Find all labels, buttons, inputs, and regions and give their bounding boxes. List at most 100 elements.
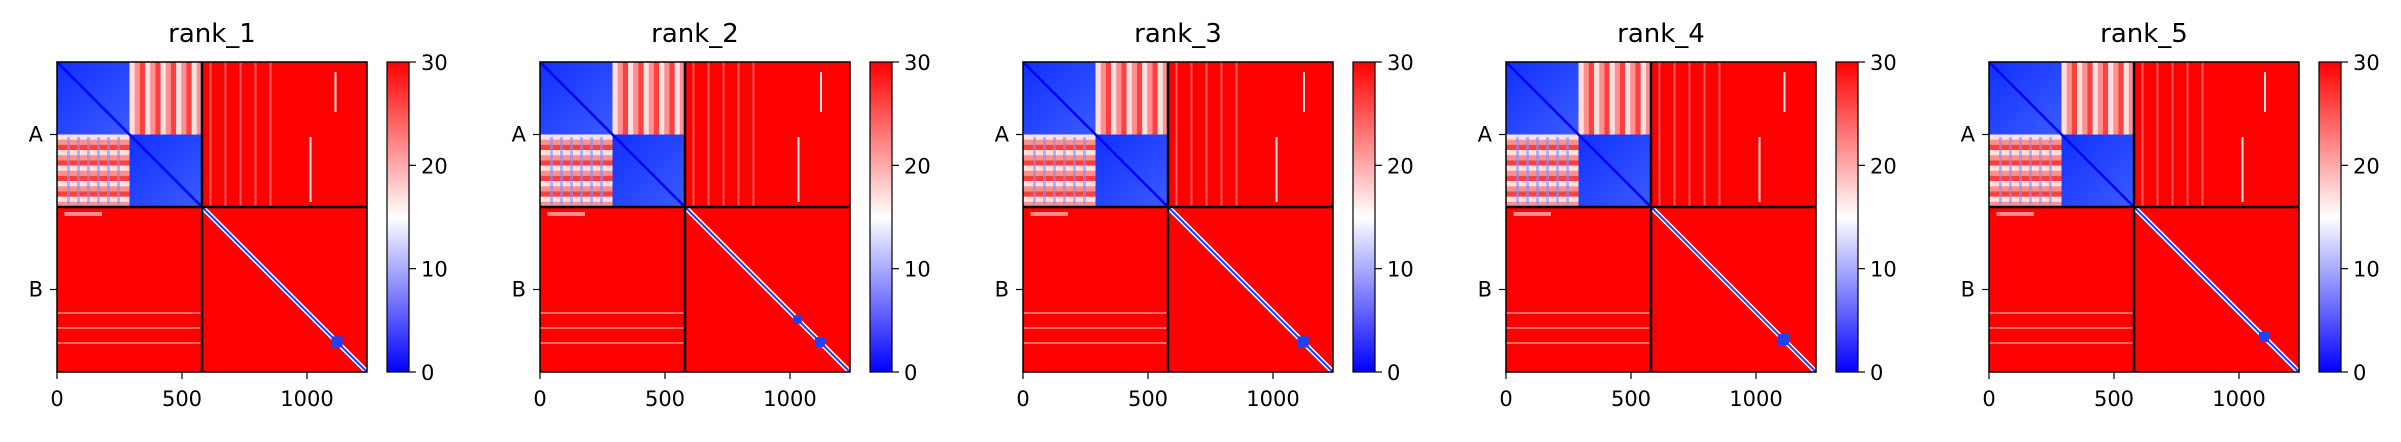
offdiag-stripe [1147,62,1153,135]
interchain-line [1673,62,1676,207]
offdiag-stripe [1645,62,1652,135]
colorbar-tick-label: 30 [421,51,448,75]
offdiag-stripe [1126,62,1133,135]
heatmap-panel-4: rank_4 0 500 1000 A B 0 10 20 30 [1478,19,1897,411]
block-A1-A2 [1578,62,1652,135]
offdiag-stripe [1023,191,1096,198]
interchain-line [1506,312,1651,314]
offdiag-stripe [1506,191,1579,198]
offdiag-stripe [540,139,613,146]
interchain-line [540,327,685,329]
interchain-line [64,212,102,216]
offdiag-stripe [57,155,130,161]
offdiag-stripe [160,62,167,135]
offdiag-stripe [540,170,613,177]
offdiag-stripe [1989,191,2062,198]
offdiag-stripe [1023,170,1096,177]
interchain-line [1506,342,1651,344]
interchain-line [224,62,227,207]
colorbar-tick-label: 20 [1870,154,1897,178]
offdiag-stripe [1625,62,1631,135]
interchain-line [1989,327,2134,329]
chart-title: rank_2 [651,19,739,49]
offdiag-streak [2039,137,2042,205]
offdiag-stripe [139,62,146,135]
offdiag-stripe [1989,139,2062,146]
offdiag-stripe [1989,160,2062,167]
offdiag-stripe [1989,181,2062,187]
offdiag-stripe [2087,62,2094,135]
offdiag-stripe [2123,62,2130,135]
offdiag-stripe [176,62,182,135]
interchain-line [2186,62,2189,207]
interchain-line [57,342,202,344]
offdiag-stripe [186,62,193,135]
colorbar-tick-label: 20 [1387,154,1414,178]
offdiag-stripe [1023,150,1096,156]
interchain-line [692,62,695,207]
colorbar [869,61,893,373]
offdiag-streak [580,137,583,205]
offdiag-stripe [540,191,613,198]
interchain-line [1989,342,2134,344]
colorbar-tick-label: 10 [1870,258,1897,282]
bright-feature [309,137,312,202]
offdiag-stripe [1583,62,1590,135]
interchain-texture [1989,62,2204,344]
offdiag-stripe [1152,62,1159,135]
offdiag-streak [2009,137,2012,205]
offdiag-stripe [1989,170,2062,177]
block-A1-A2 [129,62,203,135]
interchain-line [2156,62,2159,207]
offdiag-stripe [57,196,130,203]
offdiag-streak [1033,137,1036,205]
offdiag-stripe [540,144,613,151]
colorbar-tick-label: 10 [1387,258,1414,282]
interchain-line [254,62,257,207]
interchain-line [1506,327,1651,329]
offdiag-stripe [57,181,130,187]
colorbar-tick-label: 0 [2353,361,2366,385]
offdiag-stripe [1989,186,2062,192]
colorbar-tick-label: 30 [1870,51,1897,75]
x-tick-label: 500 [1128,387,1168,411]
heatmap-panel-2: rank_2 0 500 1000 A B 0 10 20 30 [512,19,931,411]
interchain-line [1718,62,1721,207]
x-tick-label: 0 [1982,387,1995,411]
offdiag-stripe [2102,62,2109,135]
x-tick-label: 0 [1499,387,1512,411]
x-tick-label: 0 [533,387,546,411]
interchain-line [707,62,710,207]
offdiag-stripe [2128,62,2135,135]
offdiag-streak [2049,137,2052,205]
interchain-line [269,62,272,207]
colorbar-tick-label: 0 [421,361,434,385]
offdiag-streak [1083,137,1086,205]
offdiag-stripe [1023,165,1096,172]
block-A1-A2 [1095,62,1169,135]
colorbar-tick-label: 10 [904,258,931,282]
offdiag-stripe [659,62,665,135]
diagonal-block [331,336,343,348]
colorbar-tick-label: 10 [421,258,448,282]
offdiag-stripe [1989,144,2062,151]
interchain-line [1688,62,1691,207]
offdiag-stripe [57,160,130,167]
interchain-texture [57,62,272,344]
chart-title: rank_5 [2100,19,2188,49]
interchain-line [1220,62,1223,207]
axes-frame [1988,61,2300,373]
offdiag-streak [590,137,593,205]
colorbar [2318,61,2342,373]
offdiag-stripe [2097,62,2104,135]
offdiag-streak [600,137,603,205]
offdiag-stripe [57,175,130,182]
offdiag-stripe [1023,134,1096,141]
offdiag-stripe [1578,62,1585,135]
offdiag-stripe [540,155,613,161]
diagonal-A [1505,61,1652,208]
offdiag-streak [1556,137,1559,205]
offdiag-stripe [1162,62,1169,135]
axes-frame [539,61,851,373]
